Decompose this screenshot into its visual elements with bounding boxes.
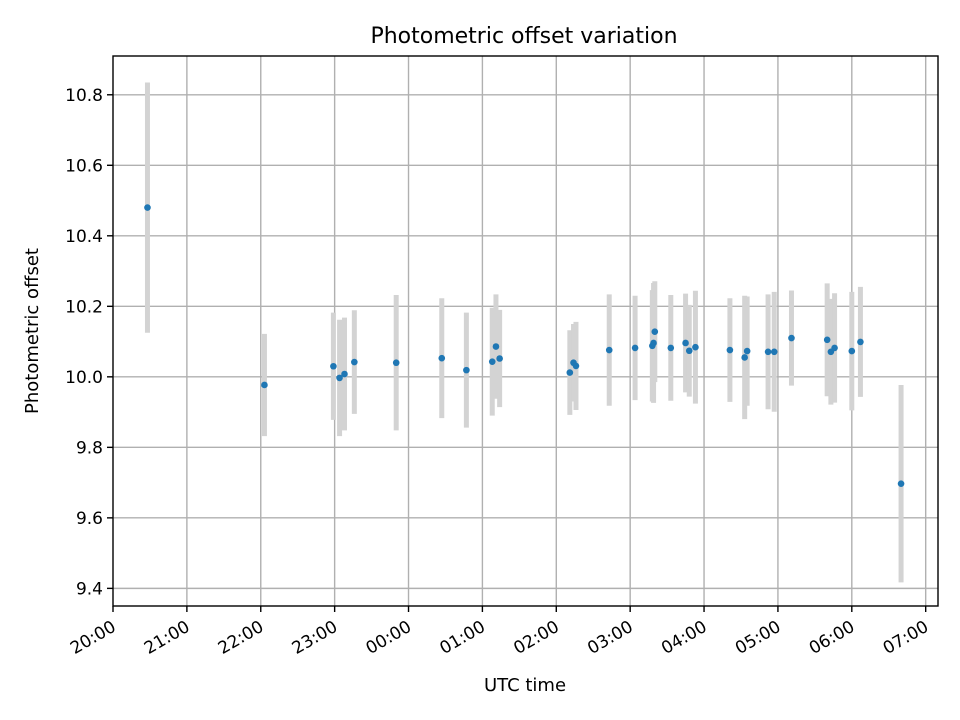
data-point: [764, 348, 772, 356]
data-point: [823, 336, 831, 344]
x-tick-label: 02:00: [510, 617, 562, 659]
data-point: [336, 374, 343, 382]
data-point: [144, 204, 151, 211]
data-point: [831, 344, 838, 352]
data-point: [631, 344, 639, 352]
data-point: [770, 348, 778, 356]
data-point: [566, 369, 574, 376]
data-point: [572, 362, 580, 370]
data-point: [496, 355, 503, 362]
x-tick-label: 05:00: [732, 617, 784, 659]
x-tick-label: 21:00: [141, 617, 193, 659]
data-point: [667, 344, 675, 352]
data-point: [392, 359, 400, 367]
data-point: [341, 370, 348, 378]
x-tick-label: 06:00: [806, 617, 858, 659]
y-tick-label: 9.6: [76, 509, 103, 529]
x-tick-label: 07:00: [880, 617, 932, 659]
data-point: [488, 358, 496, 365]
x-tick-label: 03:00: [584, 617, 636, 659]
data-point: [788, 334, 795, 342]
x-tick-label: 22:00: [215, 617, 267, 659]
data-point: [650, 339, 657, 347]
data-point: [438, 354, 446, 362]
y-tick-label: 9.4: [76, 579, 103, 599]
x-tick-label: 00:00: [363, 617, 415, 659]
data-point: [651, 328, 659, 336]
data-point: [605, 346, 613, 354]
data-point: [726, 346, 734, 354]
y-tick-label: 10.4: [65, 227, 103, 247]
x-tick-label: 23:00: [289, 617, 341, 659]
data-point: [330, 362, 337, 370]
data-point: [743, 347, 751, 355]
data-point: [685, 347, 693, 355]
grid-lines: [113, 56, 938, 606]
y-tick-label: 10.0: [65, 368, 103, 388]
x-axis-ticks: 20:00 21:00 22:00 23:00 00:00 01:00 02:00 03:00…: [67, 606, 932, 659]
y-tick-label: 10.8: [65, 86, 103, 106]
data-point: [463, 366, 470, 374]
plot-frame: [112, 55, 939, 607]
x-tick-label: 04:00: [658, 617, 710, 659]
y-tick-label: 10.6: [65, 156, 103, 176]
chart-title: Photometric offset variation: [370, 24, 677, 49]
data-point: [492, 343, 500, 350]
y-tick-label: 9.8: [76, 438, 103, 458]
data-point: [682, 339, 689, 347]
y-tick-label: 10.2: [65, 297, 103, 317]
y-axis-ticks: 9.4 9.6 9.8 10.0 10.2 10.4 10.6 10.8: [65, 86, 113, 599]
x-tick-label: 01:00: [436, 617, 488, 659]
data-point: [351, 358, 358, 366]
data-points: [144, 204, 905, 487]
data-point: [848, 347, 856, 355]
data-point: [897, 480, 905, 487]
x-tick-label: 20:00: [67, 617, 119, 659]
data-point: [692, 343, 699, 351]
x-axis-label: UTC time: [484, 675, 566, 696]
data-point: [741, 354, 748, 361]
data-point: [261, 381, 268, 389]
data-point: [857, 338, 864, 346]
y-axis-label: Photometric offset: [22, 248, 43, 414]
